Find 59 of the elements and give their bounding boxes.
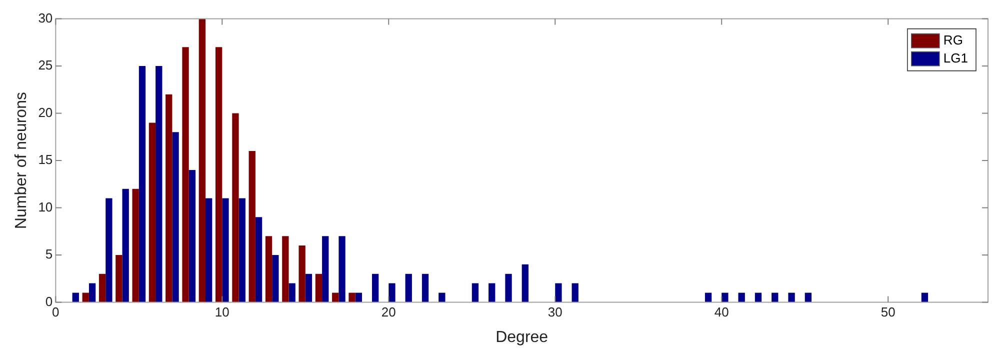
y-tick-label: 30 xyxy=(38,10,53,26)
y-tick-label: 15 xyxy=(38,152,53,168)
bar xyxy=(232,113,239,302)
bar xyxy=(322,236,329,302)
bar xyxy=(122,188,129,302)
bar xyxy=(215,47,222,302)
y-tick-label: 10 xyxy=(38,199,53,214)
bar xyxy=(206,198,212,302)
bar xyxy=(265,236,272,302)
bar xyxy=(298,246,306,302)
bar xyxy=(405,274,412,302)
bar xyxy=(338,236,346,302)
bar xyxy=(248,151,256,302)
y-tick-label: 25 xyxy=(38,58,53,73)
bar xyxy=(722,292,728,302)
bar xyxy=(172,132,179,302)
y-tick-label: 0 xyxy=(45,294,53,309)
bar xyxy=(238,198,246,302)
bar xyxy=(116,254,122,302)
legend-label: RG xyxy=(943,32,963,48)
bar xyxy=(182,47,189,302)
bar xyxy=(305,274,312,302)
bar xyxy=(472,283,479,302)
bar xyxy=(166,94,172,302)
x-tick-label: 20 xyxy=(381,304,396,320)
x-tick-label: 10 xyxy=(214,304,230,320)
y-axis-title: Number of neurons xyxy=(13,92,30,229)
bar xyxy=(188,170,196,302)
bar xyxy=(288,283,296,302)
bar xyxy=(282,236,289,302)
bar xyxy=(272,254,279,302)
bar xyxy=(522,264,528,302)
x-tick-label: 50 xyxy=(880,304,896,320)
legend-label: LG1 xyxy=(943,50,968,66)
bar xyxy=(132,188,139,302)
bar xyxy=(156,66,162,302)
bar xyxy=(488,283,496,302)
bar xyxy=(388,283,396,302)
bar xyxy=(106,198,112,302)
x-axis-title: Degree xyxy=(496,328,548,346)
bar xyxy=(348,292,356,302)
x-tick-label: 40 xyxy=(714,304,729,320)
bar xyxy=(222,198,229,302)
bar xyxy=(198,18,206,302)
bar xyxy=(505,274,512,302)
bar xyxy=(138,66,146,302)
bar xyxy=(98,274,106,302)
y-tick-label: 20 xyxy=(38,104,53,120)
x-tick-label: 30 xyxy=(548,304,562,320)
bar xyxy=(88,283,96,302)
bar xyxy=(315,274,322,302)
bar xyxy=(555,283,562,302)
bar xyxy=(422,274,429,302)
bar xyxy=(572,283,578,302)
bar xyxy=(788,292,795,302)
bar xyxy=(255,217,262,302)
bar xyxy=(148,122,156,302)
bar xyxy=(372,274,379,302)
y-tick-label: 5 xyxy=(45,246,53,262)
